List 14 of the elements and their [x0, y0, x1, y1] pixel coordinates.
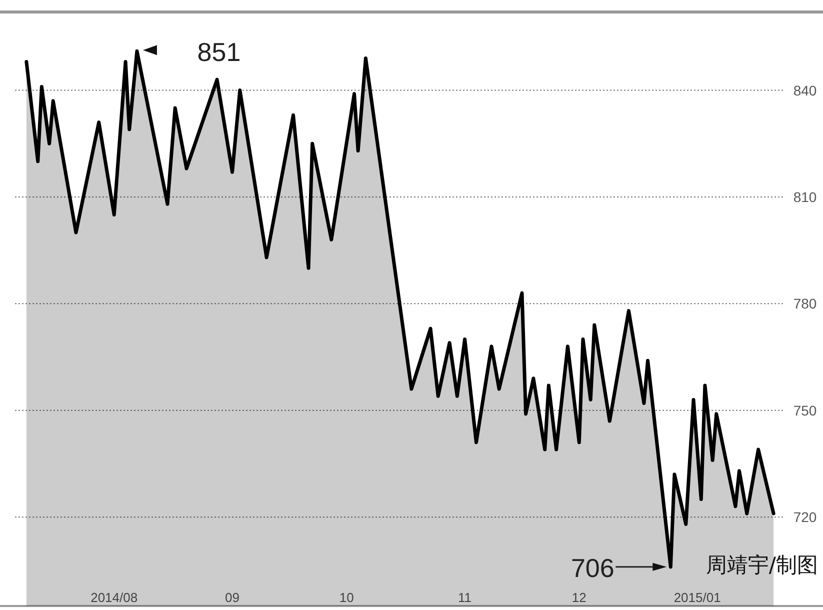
y-tick-label: 720: [793, 509, 817, 526]
x-tick-label: 11: [458, 590, 472, 605]
annotation: 851: [197, 37, 241, 68]
x-tick-label: 2014/08: [90, 590, 138, 605]
y-tick-label: 780: [793, 296, 817, 312]
y-tick-label: 810: [793, 188, 817, 205]
annotation: 周靖宇/制图: [706, 553, 818, 577]
y-tick-label: 750: [793, 402, 817, 418]
x-tick-label: 12: [572, 590, 586, 605]
x-tick-label: 09: [225, 590, 240, 605]
y-tick-label: 840: [793, 82, 817, 98]
x-tick-label: 2015/01: [674, 590, 721, 605]
x-tick-label: 10: [339, 590, 354, 605]
annotation: 706: [570, 552, 614, 583]
